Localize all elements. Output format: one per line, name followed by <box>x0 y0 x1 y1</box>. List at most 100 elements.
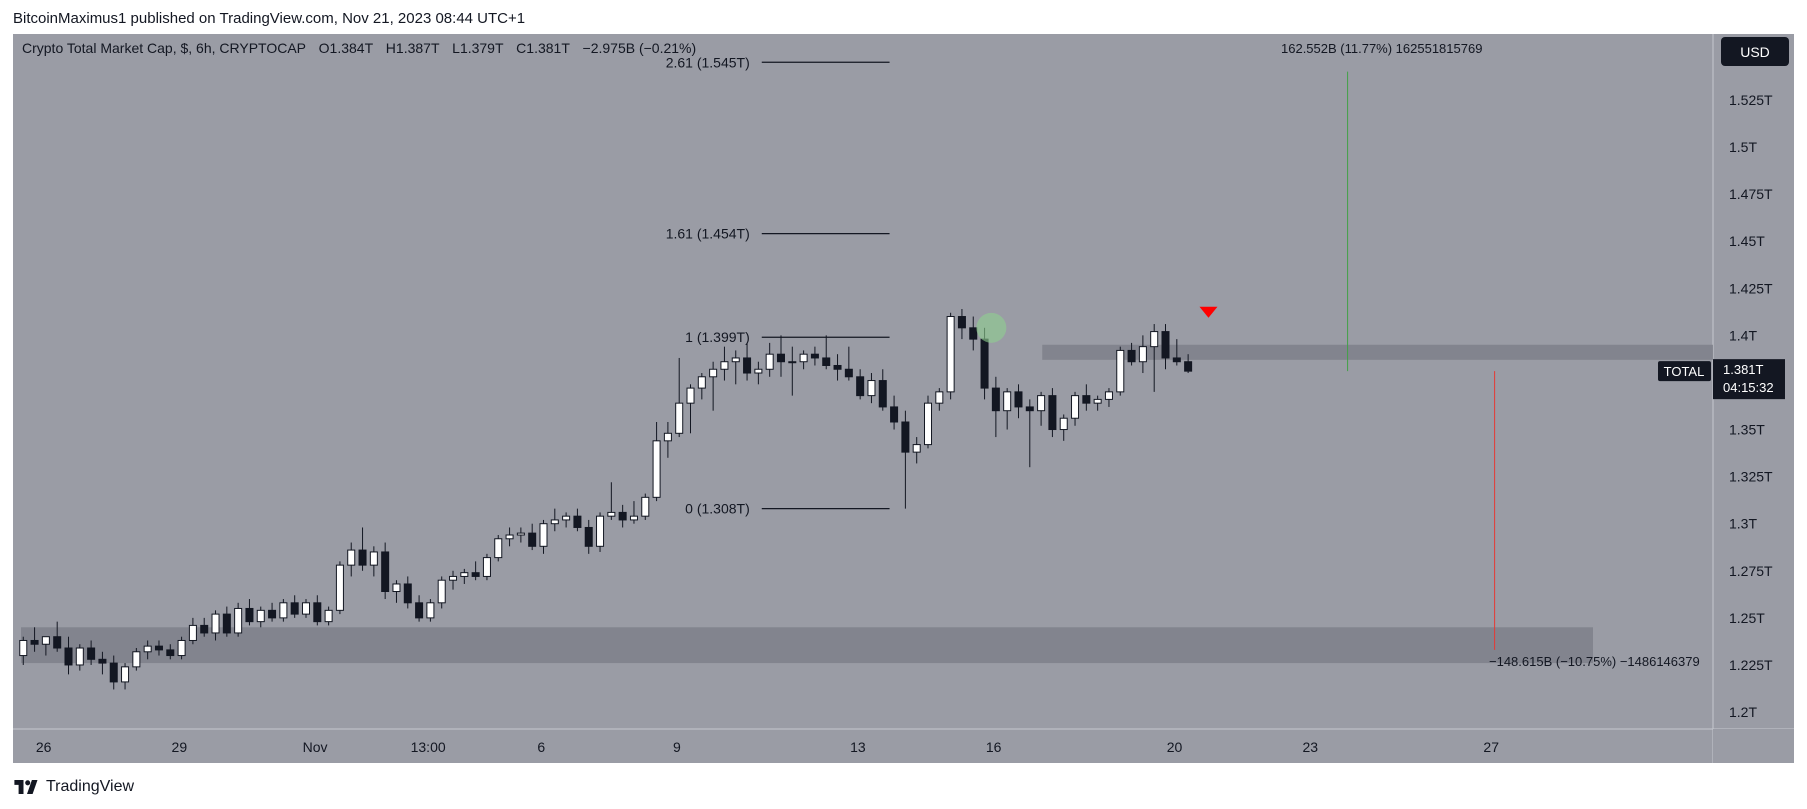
candle-body-up <box>562 515 571 521</box>
candle-body-up <box>1071 395 1080 419</box>
candle <box>268 602 277 622</box>
candle-body-down <box>403 583 412 604</box>
candle <box>957 308 966 340</box>
fib-level-label: 1 (1.399T) <box>685 329 750 345</box>
candle-body-down <box>245 607 254 623</box>
zone-support <box>21 627 1593 664</box>
candle-body-up <box>177 639 186 657</box>
y-tick-label: 1.5T <box>1729 139 1757 155</box>
candle <box>234 602 243 637</box>
candle-body-up <box>143 645 152 653</box>
candle <box>313 595 322 626</box>
candle-body-down <box>30 639 39 645</box>
candle <box>799 350 808 370</box>
candle-body-up <box>449 575 458 581</box>
x-tick-label: 9 <box>673 739 681 755</box>
x-tick-label: 13 <box>850 739 866 755</box>
currency-label: USD <box>1740 44 1770 60</box>
candle-body-up <box>19 639 28 657</box>
candle <box>641 493 650 520</box>
symbol-title: Crypto Total Market Cap, $, 6h, CRYPTOCA… <box>22 40 306 56</box>
candle <box>969 316 978 351</box>
candle-body-down <box>154 645 163 651</box>
candle-body-down <box>776 353 785 363</box>
candle-body-down <box>290 602 299 615</box>
candle-body-up <box>482 557 491 577</box>
x-tick-label: 26 <box>36 739 52 755</box>
candle <box>1127 342 1136 366</box>
candle <box>720 346 729 381</box>
candle-body-up <box>867 380 876 397</box>
candle-body-up <box>912 444 921 453</box>
x-tick-label: 20 <box>1167 739 1183 755</box>
candle-body-down <box>1127 349 1136 363</box>
candle-body-up <box>1003 391 1012 412</box>
candle-body-down <box>313 602 322 623</box>
candle <box>901 410 910 509</box>
axis-corner <box>1713 729 1794 763</box>
ruler-down-label: −148.615B (−10.75%) −1486146379 <box>1489 654 1700 669</box>
candle-body-down <box>980 338 989 389</box>
candle <box>64 636 73 675</box>
time-axis[interactable]: 26 29 Nov 13:00 6 9 13 16 20 23 27 <box>36 739 1499 755</box>
candle <box>1059 414 1068 441</box>
candle <box>1093 395 1102 411</box>
chart-canvas[interactable]: 2.61 (1.545T) 1.61 (1.454T) 1 (1.399T) 0 (1… <box>13 34 1794 763</box>
candle <box>75 644 84 671</box>
bar-countdown: 04:15:32 <box>1723 380 1774 395</box>
breakout-highlight-circle <box>976 312 1007 343</box>
candle <box>1037 391 1046 426</box>
tradingview-logo-icon <box>14 780 38 794</box>
candle-body-up <box>437 579 446 604</box>
candle <box>1082 384 1091 411</box>
candle-body-up <box>697 376 706 389</box>
candle <box>867 373 876 404</box>
candle <box>1014 384 1023 419</box>
candle-body-down <box>573 515 582 528</box>
ohlc-c-label: C <box>516 40 526 56</box>
ohlc-c-value: 1.381T <box>526 40 570 56</box>
candle <box>19 636 28 665</box>
candle <box>505 527 514 547</box>
candle-body-up <box>132 651 141 668</box>
candle <box>335 561 344 615</box>
candle <box>154 640 163 656</box>
candle <box>607 482 616 520</box>
y-tick-label: 1.3T <box>1729 516 1757 532</box>
candle <box>222 606 231 637</box>
candle <box>1161 324 1170 370</box>
candle <box>912 437 921 464</box>
candle-body-down <box>957 316 966 329</box>
candle-body-up <box>675 402 684 434</box>
candle-body-down <box>471 572 480 577</box>
candle-body-down <box>53 636 62 649</box>
currency-button[interactable]: USD <box>1721 37 1789 66</box>
x-tick-label: 6 <box>537 739 545 755</box>
candle-body-down <box>584 526 593 547</box>
candle <box>1003 388 1012 430</box>
candle <box>279 599 288 622</box>
candle-body-down <box>1172 357 1181 363</box>
candle <box>324 606 333 626</box>
candle <box>121 663 130 690</box>
candle-body-down <box>222 613 231 634</box>
candle <box>1104 388 1113 407</box>
candle-body-up <box>924 402 933 446</box>
candle-body-up <box>188 624 197 641</box>
candle <box>584 519 593 554</box>
candle <box>460 568 469 584</box>
candle <box>788 346 797 396</box>
x-tick-label: 27 <box>1483 739 1499 755</box>
y-tick-label: 1.25T <box>1729 610 1765 626</box>
candle <box>573 508 582 532</box>
ohlc-change: −2.975B (−0.21%) <box>583 40 697 56</box>
candle <box>109 655 118 690</box>
y-tick-label: 1.225T <box>1729 657 1773 673</box>
candle-body-up <box>1116 349 1125 393</box>
fibonacci-extension: 2.61 (1.545T) 1.61 (1.454T) 1 (1.399T) 0 (1… <box>666 54 890 517</box>
measure-ruler <box>1347 71 1496 650</box>
candle-body-up <box>347 549 356 566</box>
candle-body-down <box>98 658 107 664</box>
candle <box>709 361 718 411</box>
candle-body-up <box>596 515 605 547</box>
